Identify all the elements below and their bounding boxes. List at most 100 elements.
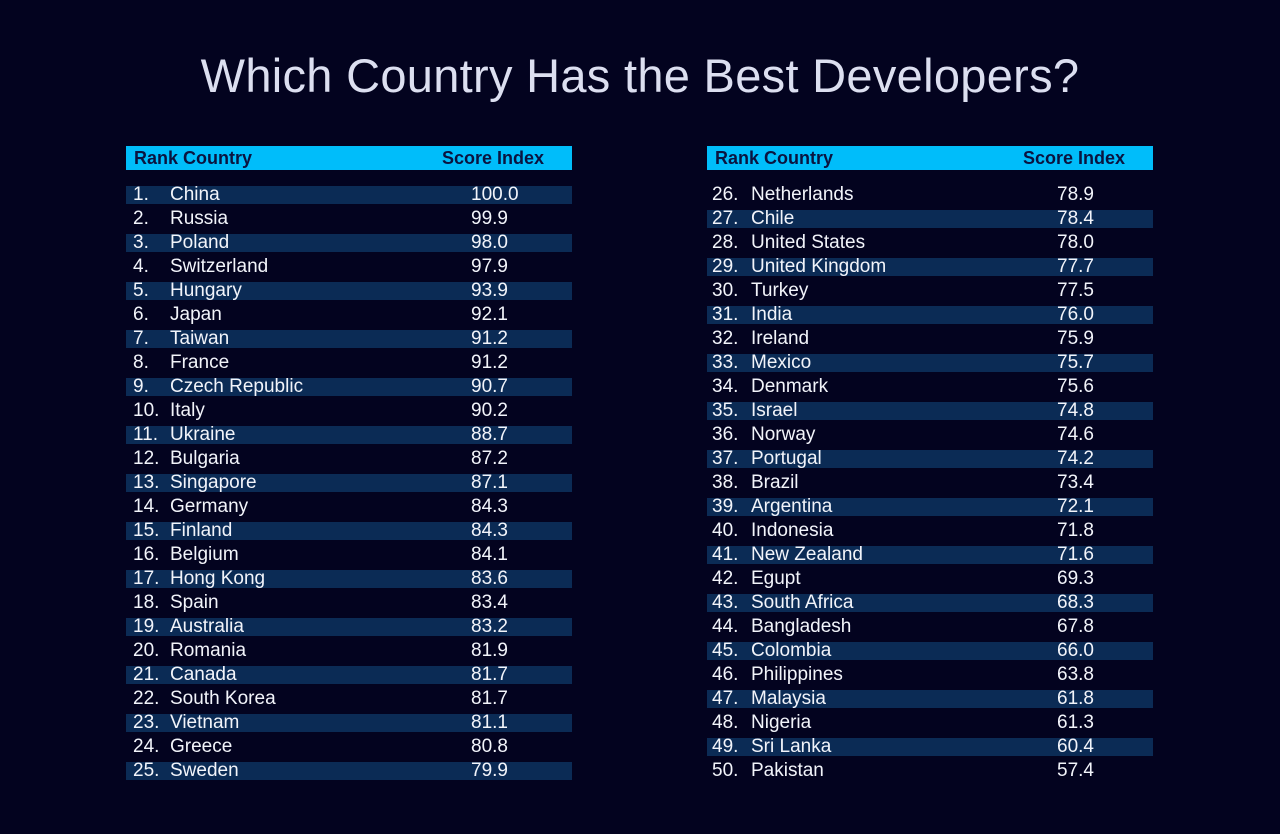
country-cell: Ireland: [751, 328, 810, 349]
rank-cell: 2.: [133, 208, 149, 229]
table-row: 19. Australia 83.2: [126, 616, 572, 640]
country-cell: United States: [751, 232, 866, 253]
country-cell: Ukraine: [170, 424, 236, 445]
table-row: 13. Singapore 87.1: [126, 472, 572, 496]
country-cell: India: [751, 304, 793, 325]
rank-cell: 29.: [712, 256, 739, 277]
score-cell: 72.1: [1057, 496, 1094, 517]
rank-cell: 12.: [133, 448, 160, 469]
score-cell: 77.5: [1057, 280, 1094, 301]
country-cell: Philippines: [751, 664, 843, 685]
country-cell: Hong Kong: [170, 568, 266, 589]
rank-cell: 5.: [133, 280, 149, 301]
rank-cell: 7.: [133, 328, 149, 349]
rank-cell: 37.: [712, 448, 739, 469]
table-row: 39. Argentina 72.1: [707, 496, 1153, 520]
country-cell: Pakistan: [751, 760, 824, 781]
country-cell: Mexico: [751, 352, 812, 373]
table-row: 44. Bangladesh 67.8: [707, 616, 1153, 640]
table-body: 26. Netherlands 78.9 27. Chile 78.4 28. United …: [707, 184, 1153, 784]
table-row: 47. Malaysia 61.8: [707, 688, 1153, 712]
country-cell: Switzerland: [170, 256, 269, 277]
table-row: 33. Mexico 75.7: [707, 352, 1153, 376]
rank-cell: 26.: [712, 184, 739, 205]
rank-cell: 4.: [133, 256, 149, 277]
country-cell: Netherlands: [751, 184, 854, 205]
score-cell: 73.4: [1057, 472, 1094, 493]
rank-cell: 33.: [712, 352, 739, 373]
table-row: 26. Netherlands 78.9: [707, 184, 1153, 208]
rank-cell: 9.: [133, 376, 149, 397]
table-row: 32. Ireland 75.9: [707, 328, 1153, 352]
ranking-table-left: Rank Country Score Index 1. China 100.0 2. R…: [126, 146, 572, 784]
country-cell: Malaysia: [751, 688, 826, 709]
country-cell: Bangladesh: [751, 616, 852, 637]
score-cell: 100.0: [471, 184, 519, 205]
score-cell: 90.7: [471, 376, 508, 397]
country-cell: Japan: [170, 304, 222, 325]
header-score-index: Score Index: [1023, 148, 1126, 168]
score-cell: 84.3: [471, 520, 508, 541]
country-cell: Singapore: [170, 472, 257, 493]
score-cell: 74.6: [1057, 424, 1094, 445]
score-cell: 79.9: [471, 760, 508, 781]
rank-cell: 46.: [712, 664, 739, 685]
rank-cell: 32.: [712, 328, 739, 349]
table-row: 23. Vietnam 81.1: [126, 712, 572, 736]
country-cell: Turkey: [751, 280, 809, 301]
table-row: 34. Denmark 75.6: [707, 376, 1153, 400]
score-cell: 60.4: [1057, 736, 1094, 757]
score-cell: 84.1: [471, 544, 508, 565]
rank-cell: 35.: [712, 400, 739, 421]
country-cell: Canada: [170, 664, 237, 685]
page-title: Which Country Has the Best Developers?: [200, 49, 1080, 102]
country-cell: Finland: [170, 520, 233, 541]
table-row: 35. Israel 74.8: [707, 400, 1153, 424]
country-cell: Poland: [170, 232, 230, 253]
country-cell: Romania: [170, 640, 247, 661]
table-row: 42. Egupt 69.3: [707, 568, 1153, 592]
table-row: 14. Germany 84.3: [126, 496, 572, 520]
country-cell: Russia: [170, 208, 229, 229]
score-cell: 91.2: [471, 328, 508, 349]
country-cell: South Korea: [170, 688, 276, 709]
table-row: 20. Romania 81.9: [126, 640, 572, 664]
rank-cell: 38.: [712, 472, 739, 493]
country-cell: Hungary: [170, 280, 242, 301]
table-row: 17. Hong Kong 83.6: [126, 568, 572, 592]
score-cell: 99.9: [471, 208, 508, 229]
table-row: 43. South Africa 68.3: [707, 592, 1153, 616]
score-cell: 98.0: [471, 232, 508, 253]
rank-cell: 6.: [133, 304, 149, 325]
country-cell: Norway: [751, 424, 816, 445]
table-row: 50. Pakistan 57.4: [707, 760, 1153, 784]
table-row: 27. Chile 78.4: [707, 208, 1153, 232]
country-cell: Argentina: [751, 496, 833, 517]
table-row: 31. India 76.0: [707, 304, 1153, 328]
table-body: 1. China 100.0 2. Russia 99.9 3. Poland 98.0 4. Sw…: [126, 184, 572, 784]
country-cell: New Zealand: [751, 544, 863, 565]
rank-cell: 15.: [133, 520, 160, 541]
score-cell: 81.7: [471, 688, 508, 709]
score-cell: 80.8: [471, 736, 508, 757]
rank-cell: 10.: [133, 400, 160, 421]
rank-cell: 21.: [133, 664, 160, 685]
table-row: 11. Ukraine 88.7: [126, 424, 572, 448]
country-cell: France: [170, 352, 230, 373]
header-rank-country: Rank Country: [715, 148, 834, 168]
score-cell: 74.8: [1057, 400, 1094, 421]
table-row: 36. Norway 74.6: [707, 424, 1153, 448]
table-header: Rank Country Score Index: [126, 146, 572, 170]
country-cell: Vietnam: [170, 712, 240, 733]
rank-cell: 24.: [133, 736, 160, 757]
score-cell: 75.6: [1057, 376, 1094, 397]
table-row: 18. Spain 83.4: [126, 592, 572, 616]
country-cell: Czech Republic: [170, 376, 304, 397]
rank-cell: 14.: [133, 496, 160, 517]
score-cell: 66.0: [1057, 640, 1094, 661]
rank-cell: 42.: [712, 568, 739, 589]
score-cell: 63.8: [1057, 664, 1094, 685]
rank-cell: 16.: [133, 544, 160, 565]
rank-cell: 50.: [712, 760, 739, 781]
table-row: 2. Russia 99.9: [126, 208, 572, 232]
